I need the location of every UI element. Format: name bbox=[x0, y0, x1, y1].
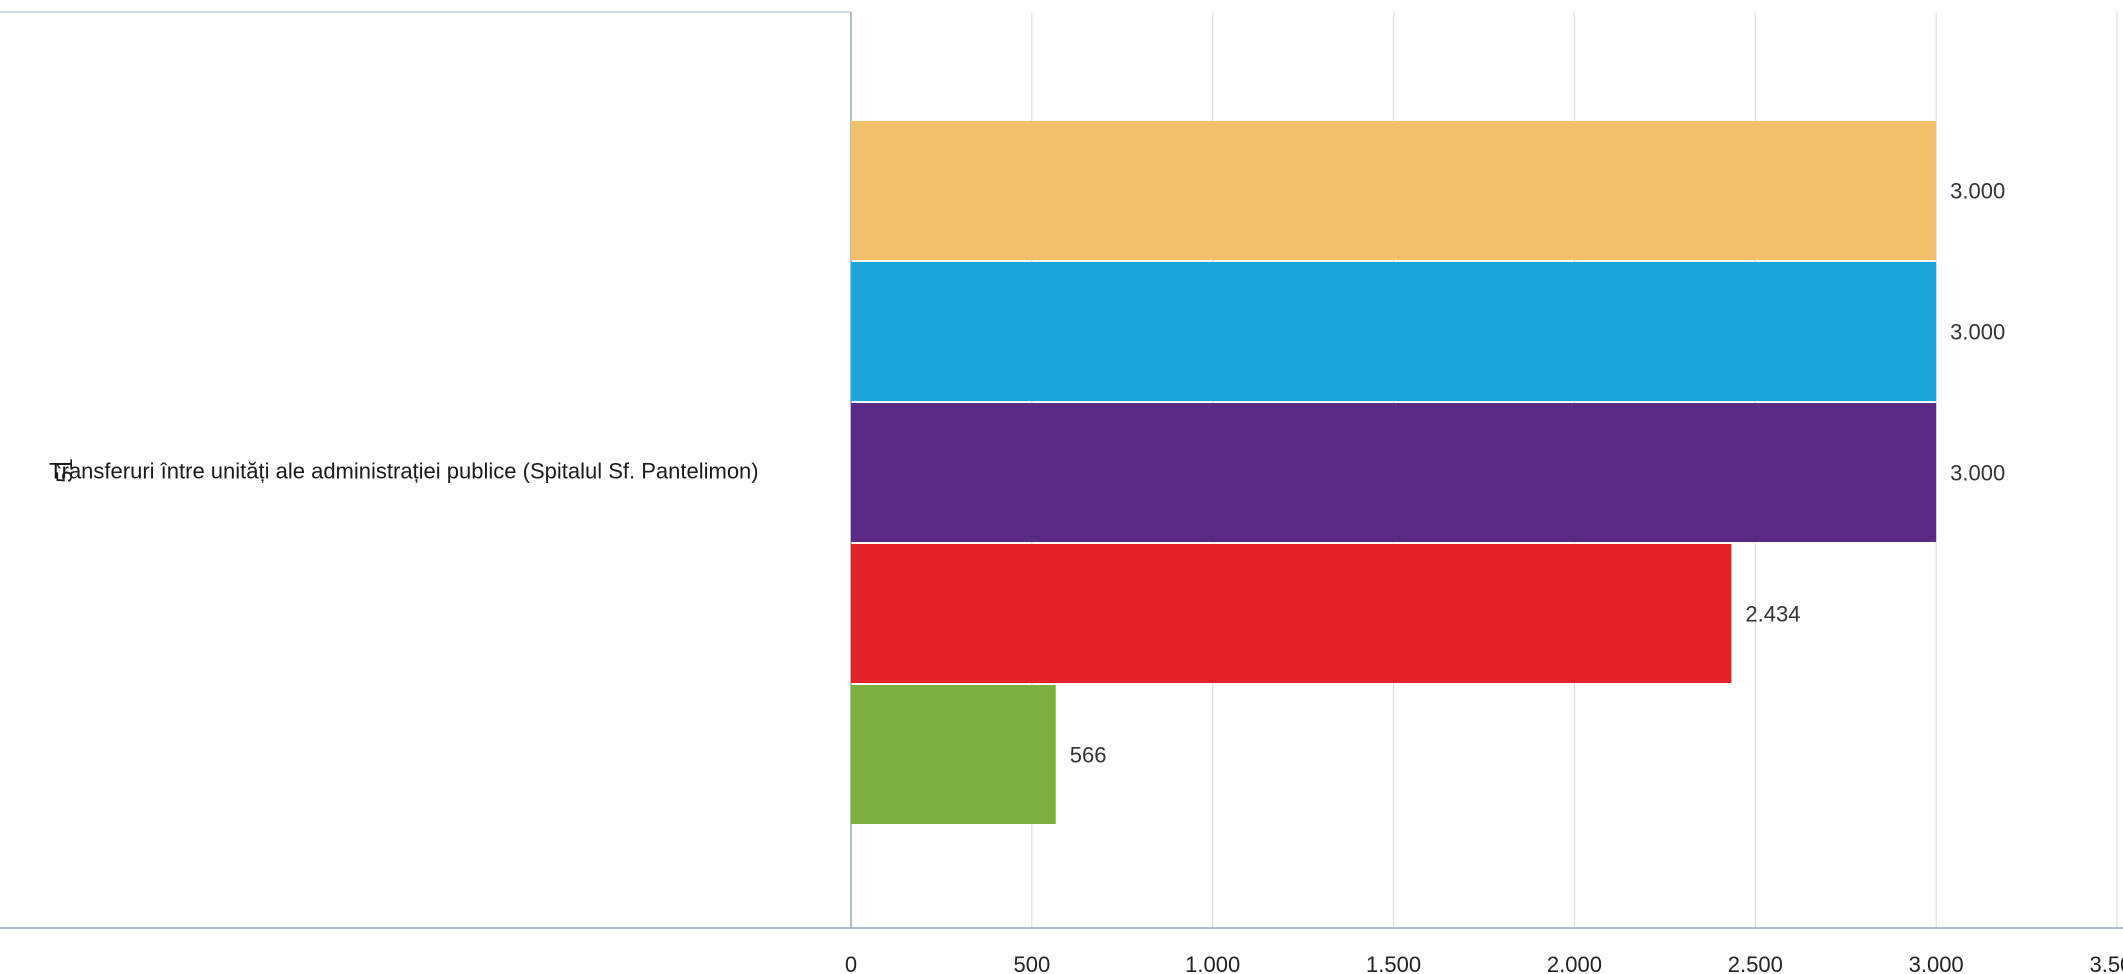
x-tick-label: 2.000 bbox=[1547, 952, 1602, 974]
bar bbox=[851, 121, 1936, 260]
data-label: 3.000 bbox=[1950, 320, 2005, 345]
x-axis-tick-labels: 0 500 1.000 1.500 2.000 2.500 3.000 3.500 bbox=[845, 952, 2123, 974]
x-tick-label: 500 bbox=[1013, 952, 1050, 974]
x-tick-label: 2.500 bbox=[1728, 952, 1783, 974]
x-tick-label: 0 bbox=[845, 952, 857, 974]
data-label: 3.000 bbox=[1950, 461, 2005, 486]
bar bbox=[851, 403, 1936, 542]
data-label: 566 bbox=[1070, 743, 1107, 768]
x-tick-label: 1.500 bbox=[1366, 952, 1421, 974]
data-label: 2.434 bbox=[1745, 602, 1800, 627]
category-label: Transferuri între unități ale administra… bbox=[49, 459, 759, 484]
data-label: 3.000 bbox=[1950, 179, 2005, 204]
x-tick-label: 3.500 bbox=[2089, 952, 2123, 974]
bar bbox=[851, 262, 1936, 401]
bar bbox=[851, 685, 1056, 824]
x-tick-label: 3.000 bbox=[1909, 952, 1964, 974]
category-label-group: 51 Transferuri între unități ale adminis… bbox=[49, 458, 759, 483]
bar bbox=[851, 544, 1731, 683]
x-tick-label: 1.000 bbox=[1185, 952, 1240, 974]
